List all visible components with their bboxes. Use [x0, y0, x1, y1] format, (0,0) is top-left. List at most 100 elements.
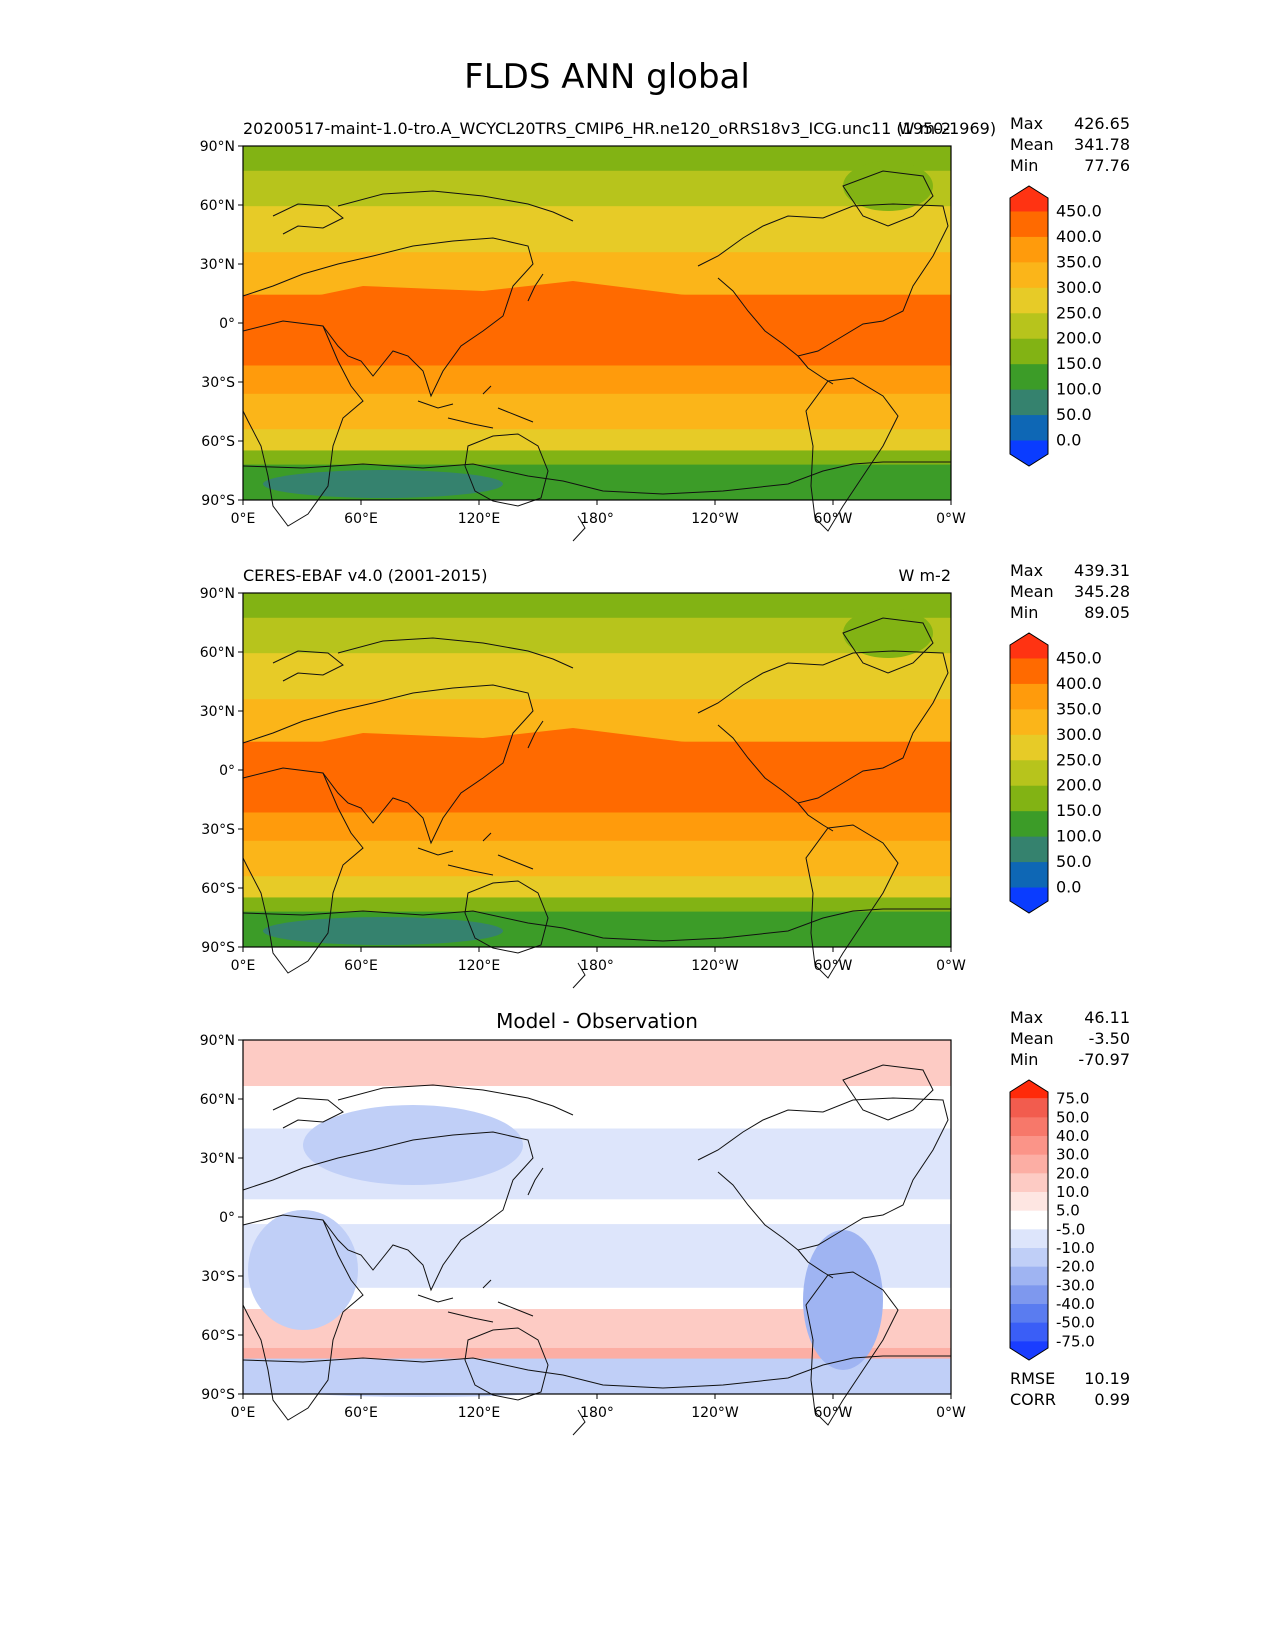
colorbar-label: -5.0: [1056, 1220, 1085, 1238]
field-band: [243, 840, 951, 877]
field-band: [243, 393, 951, 430]
field-band: [243, 812, 951, 842]
field-band: [243, 593, 951, 619]
lon-tick-label: 60°W: [814, 511, 853, 527]
lon-tick-label: 60°W: [814, 1405, 853, 1421]
colorbar-segment: [1010, 186, 1048, 212]
colorbar-outline: [1009, 1079, 1049, 1361]
stat-value: 426.65: [1074, 114, 1130, 133]
map-test: [242, 145, 952, 542]
lat-tick-label: 0°: [219, 316, 235, 332]
colorbar-label: -50.0: [1056, 1314, 1095, 1332]
lon-tick-label: 0°W: [936, 511, 966, 527]
lat-tick-label: 90°N: [200, 1033, 235, 1049]
panel-difference: 90°N 60°N 30°N 0° 30°S 60°S 90°S 0°E 60°E 120°E 18…: [200, 1008, 1130, 1436]
colorbar-segment: [1010, 236, 1048, 263]
map-reference: [242, 592, 952, 989]
colorbar-segment: [1010, 1154, 1048, 1174]
field-band: [243, 365, 951, 395]
colorbar-test: 450.0 400.0 350.0 300.0 250.0 200.0 150.0 100.0…: [1009, 185, 1102, 467]
colorbar-segment: [1010, 364, 1048, 391]
lat-tick-label: 90°S: [201, 1387, 235, 1403]
colorbar-label: 0.0: [1056, 431, 1081, 450]
colorbar-label: -40.0: [1056, 1295, 1095, 1313]
stat-value: -3.50: [1089, 1029, 1130, 1048]
colorbar-label: 40.0: [1056, 1127, 1089, 1145]
field-band: [243, 1287, 951, 1310]
lon-tick-label: 0°E: [231, 958, 256, 974]
field-band: [243, 450, 951, 466]
colorbar-segment: [1010, 887, 1048, 913]
colorbar-segment: [1010, 313, 1048, 340]
colorbar-segment: [1010, 1136, 1048, 1156]
colorbar-label: 250.0: [1056, 303, 1102, 322]
field-band: [243, 206, 951, 253]
colorbar-segment: [1010, 1210, 1048, 1230]
colorbar-label: 450.0: [1056, 648, 1102, 667]
colorbar-segment: [1010, 211, 1048, 238]
colorbar-segment: [1010, 683, 1048, 710]
lat-tick-label: 60°S: [201, 1328, 235, 1344]
colorbar-label: 50.0: [1056, 1108, 1089, 1126]
field-patch: [243, 728, 951, 808]
colorbar-label: 200.0: [1056, 329, 1102, 348]
field-patch: [843, 608, 933, 658]
stat-value: 46.11: [1084, 1008, 1130, 1027]
panel-reference: 90°N 60°N 30°N 0° 30°S 60°S 90°S 0°E 60°E 120°E 18…: [200, 561, 1130, 989]
field-band: [243, 1040, 951, 1087]
lat-tick-label: 30°S: [201, 822, 235, 838]
colorbar-segment: [1010, 1192, 1048, 1212]
lon-tick-label: 0°E: [231, 511, 256, 527]
lon-tick-label: 0°W: [936, 1405, 966, 1421]
lat-tick-label: 30°N: [200, 257, 235, 273]
panel-units: W m-2: [899, 119, 951, 138]
colorbar-label: 400.0: [1056, 674, 1102, 693]
stat-label: Mean: [1010, 582, 1054, 601]
lon-tick-label: 120°E: [458, 958, 501, 974]
lat-tick-label: 90°S: [201, 940, 235, 956]
colorbar-label: -20.0: [1056, 1258, 1095, 1276]
field-patch: [243, 281, 951, 361]
colorbar-segment: [1010, 1322, 1048, 1342]
colorbar-label: 50.0: [1056, 852, 1092, 871]
colorbar-segment: [1010, 440, 1048, 466]
colorbar-label: 450.0: [1056, 201, 1102, 220]
field-band: [243, 1347, 951, 1360]
field-band: [243, 429, 951, 451]
stat-value: 77.76: [1084, 156, 1130, 175]
colorbar-label: 350.0: [1056, 252, 1102, 271]
colorbar-label: -30.0: [1056, 1276, 1095, 1294]
colorbar-label: 100.0: [1056, 380, 1102, 399]
lat-tick-label: 60°S: [201, 434, 235, 450]
lon-tick-label: 60°E: [344, 1405, 378, 1421]
stat-value: -70.97: [1078, 1050, 1130, 1069]
stat-label: Mean: [1010, 1029, 1054, 1048]
colorbar-segment: [1010, 1266, 1048, 1286]
stat-label: Min: [1010, 1050, 1038, 1069]
colorbar-segment: [1010, 287, 1048, 314]
panel-left-title: 20200517-maint-1.0-tro.A_WCYCL20TRS_CMIP…: [243, 119, 996, 139]
stat-value: 341.78: [1074, 135, 1130, 154]
colorbar-segment: [1010, 1285, 1048, 1305]
colorbar-segment: [1010, 709, 1048, 736]
field-band: [243, 146, 951, 172]
field-band: [243, 1199, 951, 1225]
lat-tick-label: 30°S: [201, 375, 235, 391]
stat-label: Mean: [1010, 135, 1054, 154]
lon-tick-label: 0°E: [231, 1405, 256, 1421]
colorbar-segment: [1010, 734, 1048, 761]
map-difference: [242, 1039, 952, 1436]
colorbar-segment: [1010, 760, 1048, 787]
stat-label: Max: [1010, 114, 1043, 133]
lat-tick-label: 0°: [219, 1210, 235, 1226]
field-band: [243, 876, 951, 898]
colorbar-label: -75.0: [1056, 1332, 1095, 1350]
colorbar-segment: [1010, 785, 1048, 812]
lat-tick-label: 60°N: [200, 1092, 235, 1108]
field-patch: [263, 470, 503, 498]
colorbar-segment: [1010, 1304, 1048, 1324]
field-band: [243, 653, 951, 700]
stat-label: Max: [1010, 561, 1043, 580]
colorbar-segment: [1010, 633, 1048, 659]
colorbar-segment: [1010, 1248, 1048, 1268]
